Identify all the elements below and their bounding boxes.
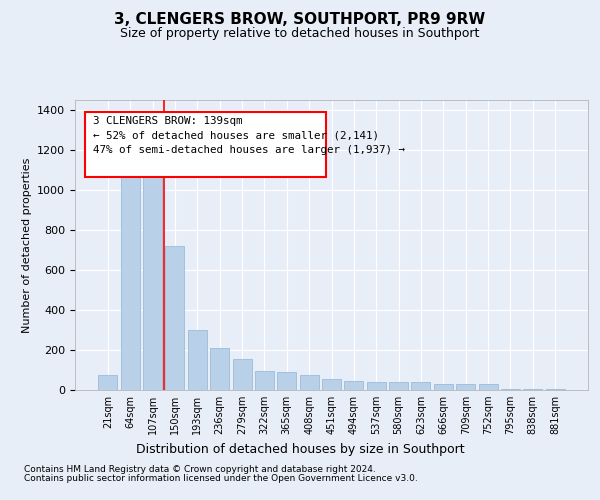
Bar: [523, 389, 542, 390]
Bar: [299, 375, 319, 390]
Text: 3, CLENGERS BROW, SOUTHPORT, PR9 9RW: 3, CLENGERS BROW, SOUTHPORT, PR9 9RW: [115, 12, 485, 28]
Bar: [545, 389, 565, 390]
Text: Contains public sector information licensed under the Open Government Licence v3: Contains public sector information licen…: [24, 474, 418, 483]
Bar: [233, 359, 251, 390]
Bar: [434, 384, 453, 390]
Text: Contains HM Land Registry data © Crown copyright and database right 2024.: Contains HM Land Registry data © Crown c…: [24, 465, 376, 474]
Bar: [344, 381, 364, 390]
Bar: [277, 372, 296, 390]
Bar: [389, 382, 408, 390]
Bar: [456, 384, 475, 390]
Bar: [143, 162, 162, 390]
Text: Distribution of detached houses by size in Southport: Distribution of detached houses by size …: [136, 442, 464, 456]
Bar: [255, 371, 274, 390]
Bar: [479, 384, 497, 390]
Bar: [322, 379, 341, 390]
Bar: [188, 330, 207, 390]
Bar: [210, 348, 229, 390]
Bar: [501, 389, 520, 390]
Bar: [121, 160, 140, 390]
Bar: [367, 382, 386, 390]
FancyBboxPatch shape: [85, 112, 326, 177]
Bar: [98, 375, 118, 390]
Text: 3 CLENGERS BROW: 139sqm
← 52% of detached houses are smaller (2,141)
47% of semi: 3 CLENGERS BROW: 139sqm ← 52% of detache…: [93, 116, 405, 155]
Text: Size of property relative to detached houses in Southport: Size of property relative to detached ho…: [121, 28, 479, 40]
Bar: [412, 382, 430, 390]
Bar: [166, 246, 184, 390]
Y-axis label: Number of detached properties: Number of detached properties: [22, 158, 32, 332]
